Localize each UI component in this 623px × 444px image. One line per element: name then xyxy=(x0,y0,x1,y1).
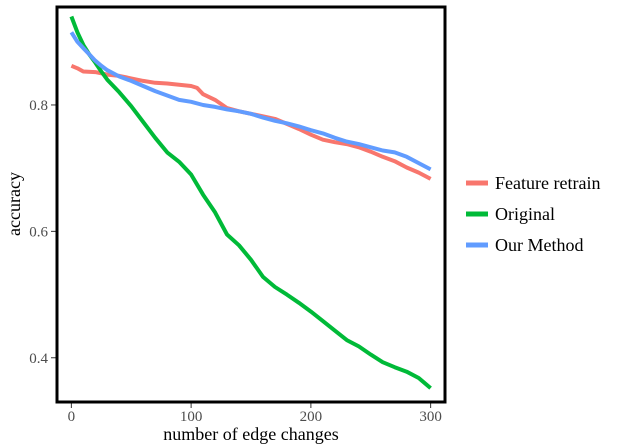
x-tick-label-3: 300 xyxy=(419,409,442,425)
legend-item-1: Original xyxy=(466,204,555,224)
series-line-1 xyxy=(69,15,432,390)
x-axis-title: number of edge changes xyxy=(163,424,338,444)
y-tick-label-2: 0.8 xyxy=(29,98,48,114)
series-line-0 xyxy=(70,63,432,181)
legend-item-2: Our Method xyxy=(466,235,584,255)
y-tick-label-1: 0.6 xyxy=(29,224,48,240)
series-layer xyxy=(69,15,432,390)
legend-label-0: Feature retrain xyxy=(495,173,600,193)
y-axis: 0.4 0.6 0.8 xyxy=(29,98,56,367)
legend-label-2: Our Method xyxy=(495,235,584,255)
y-tick-label-0: 0.4 xyxy=(29,351,48,367)
x-tick-label-2: 200 xyxy=(300,409,323,425)
y-axis-title: accuracy xyxy=(4,172,24,236)
x-axis: 0 100 200 300 xyxy=(68,403,442,425)
x-tick-label-0: 0 xyxy=(68,409,76,425)
legend-label-1: Original xyxy=(495,204,555,224)
plot-frame xyxy=(55,5,447,404)
legend: Feature retrain Original Our Method xyxy=(466,173,600,255)
x-tick-label-1: 100 xyxy=(180,409,203,425)
legend-item-0: Feature retrain xyxy=(466,173,600,193)
series-line-2 xyxy=(69,31,432,172)
